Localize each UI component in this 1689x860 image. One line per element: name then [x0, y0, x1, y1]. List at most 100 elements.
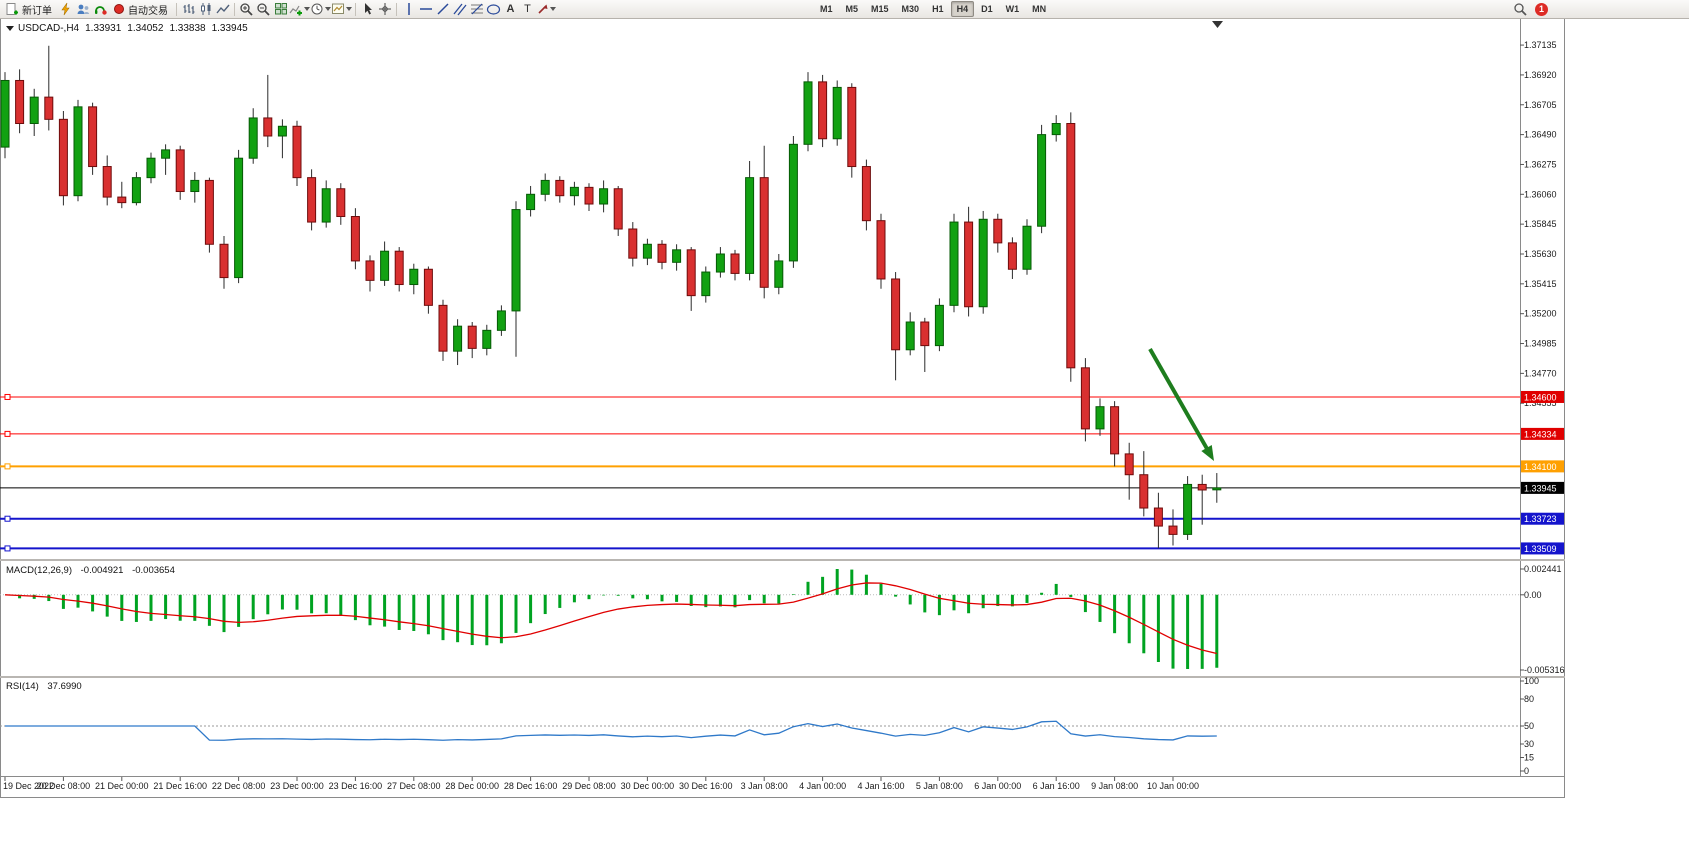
macd-value-signal: -0.003654: [132, 565, 175, 576]
zoom-out-icon[interactable]: [255, 1, 272, 17]
rsi-label: RSI(14) 37.6990: [6, 681, 82, 692]
cursor-icon[interactable]: [359, 1, 376, 17]
level-handle[interactable]: [4, 393, 11, 400]
headset-icon[interactable]: [91, 1, 108, 17]
bar-chart-icon[interactable]: [180, 1, 197, 17]
time-axis-label: 30 Dec 00:00: [621, 781, 675, 791]
svg-text:1.36705: 1.36705: [1524, 100, 1557, 110]
svg-text:1.36275: 1.36275: [1524, 159, 1557, 169]
timeframe-m5[interactable]: M5: [845, 4, 859, 14]
horizontal-line-tool-icon[interactable]: [417, 1, 434, 17]
time-axis-label: 10 Jan 00:00: [1147, 781, 1199, 791]
chevron-down-icon: [325, 7, 331, 11]
symbol-menu-icon[interactable]: [6, 25, 14, 31]
toolbar-separator: [234, 2, 235, 16]
time-axis-label: 27 Dec 08:00: [387, 781, 441, 791]
rsi-axis-label: 100: [1524, 676, 1539, 686]
level-handle[interactable]: [4, 430, 11, 437]
rsi-line: [5, 720, 1217, 741]
chevron-down-icon: [550, 7, 556, 11]
autotrading-button[interactable]: 自动交易: [108, 1, 173, 17]
timeframe-m1[interactable]: M1: [820, 4, 833, 14]
text-tool-icon[interactable]: A: [506, 2, 515, 15]
price-levels: [0, 393, 1520, 552]
chevron-down-icon: [304, 7, 310, 11]
vertical-line-tool-icon[interactable]: [400, 1, 417, 17]
svg-text:1.37135: 1.37135: [1524, 40, 1557, 50]
chevron-down-icon: [346, 7, 352, 11]
svg-text:1.36490: 1.36490: [1524, 130, 1557, 140]
templates-button[interactable]: [331, 1, 352, 17]
arrows-tool-button[interactable]: [536, 1, 556, 17]
svg-text:1.35200: 1.35200: [1524, 309, 1557, 319]
level-handle[interactable]: [4, 463, 11, 470]
timeframe-h4[interactable]: H4: [950, 1, 975, 17]
rsi-axis-label: 50: [1524, 721, 1534, 731]
svg-text:1.34770: 1.34770: [1524, 368, 1557, 378]
tile-windows-icon[interactable]: [272, 1, 289, 17]
macd-axis-label: 0.00: [1524, 590, 1542, 600]
arrow-annotation[interactable]: [1148, 348, 1212, 455]
quote-open: 1.33931: [85, 23, 122, 34]
timeframe-m15[interactable]: M15: [871, 4, 889, 14]
price-tag-text: 1.34600: [1524, 392, 1557, 402]
line-chart-icon[interactable]: [214, 1, 231, 17]
candlestick-chart-icon[interactable]: [197, 1, 214, 17]
new-order-icon: [6, 3, 18, 15]
rsi-axis-label: 80: [1524, 694, 1534, 704]
new-order-label: 新订单: [22, 5, 52, 17]
time-axis-label: 6 Jan 00:00: [974, 781, 1021, 791]
svg-text:1.36920: 1.36920: [1524, 70, 1557, 80]
trendline-tool-icon[interactable]: [434, 1, 451, 17]
level-handle[interactable]: [4, 515, 11, 522]
timeframe-toolbar: M1 M5 M15 M30 H1 H4 D1 W1 MN: [814, 1, 1052, 17]
profiles-icon[interactable]: [74, 1, 91, 17]
periods-button[interactable]: [310, 1, 331, 17]
macd-label: MACD(12,26,9) -0.004921 -0.003654: [6, 565, 175, 576]
label-tool-icon[interactable]: T: [524, 2, 531, 15]
level-handle[interactable]: [4, 545, 11, 552]
time-axis-label: 6 Jan 16:00: [1033, 781, 1080, 791]
price-tag-text: 1.34100: [1524, 462, 1557, 472]
clock-icon: [311, 3, 323, 15]
quote-close: 1.33945: [211, 23, 248, 34]
time-axis-label: 21 Dec 16:00: [153, 781, 207, 791]
search-icon[interactable]: [1512, 1, 1529, 17]
channel-tool-icon[interactable]: [451, 1, 468, 17]
quote-high: 1.34052: [127, 23, 164, 34]
svg-text:1.34985: 1.34985: [1524, 339, 1557, 349]
new-order-button[interactable]: 新订单: [0, 1, 57, 17]
price-tag: [1521, 427, 1564, 440]
crosshair-icon[interactable]: [376, 1, 393, 17]
chart-shift-marker[interactable]: [1212, 21, 1223, 28]
fibonacci-tool-icon[interactable]: [468, 1, 485, 17]
price-tag: [1521, 481, 1564, 494]
arrow-annotation-head[interactable]: [1201, 444, 1214, 461]
timeframe-mn[interactable]: MN: [1032, 4, 1047, 14]
quote-low: 1.33838: [169, 23, 206, 34]
notification-badge[interactable]: 1: [1535, 2, 1548, 16]
indicators-button[interactable]: [289, 1, 310, 17]
time-axis-label: 5 Jan 08:00: [916, 781, 963, 791]
time-axis-label: 4 Jan 00:00: [799, 781, 846, 791]
zoom-in-icon[interactable]: [238, 1, 255, 17]
svg-text:1.36060: 1.36060: [1524, 189, 1557, 199]
timeframe-h1[interactable]: H1: [932, 4, 944, 14]
panel-separator-rsi[interactable]: [0, 676, 1565, 678]
timeframe-d1[interactable]: D1: [981, 4, 993, 14]
panel-separator-macd[interactable]: [0, 559, 1565, 561]
price-tag: [1521, 512, 1564, 525]
timeframe-m30[interactable]: M30: [901, 4, 920, 14]
main-toolbar: 新订单 自动交易: [0, 0, 1689, 19]
timeframe-w1[interactable]: W1: [1005, 4, 1020, 14]
lightning-icon[interactable]: [57, 1, 74, 17]
rsi-axis-label: 30: [1524, 739, 1534, 749]
indicators-icon: [289, 5, 302, 16]
rsi-axis-label: 0: [1524, 766, 1529, 776]
price-axis[interactable]: 1.37135 1.36920 1.36705 1.36490 1.36275 1.360…: [1520, 40, 1557, 408]
price-tag: [1521, 542, 1564, 555]
shapes-tool-icon[interactable]: [485, 1, 502, 17]
